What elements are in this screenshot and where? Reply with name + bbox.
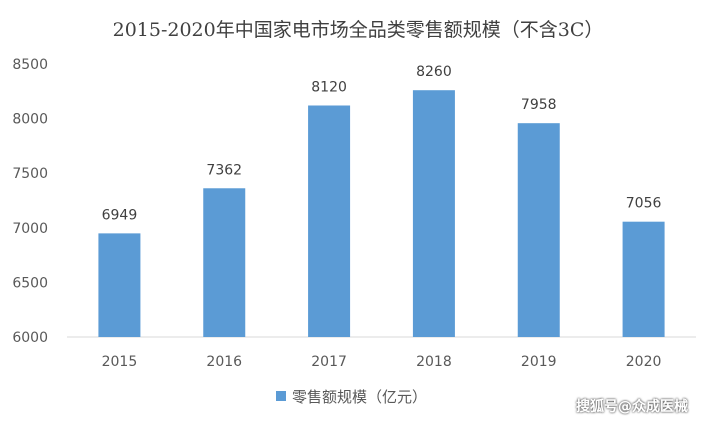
bar-2018 xyxy=(412,90,455,337)
y-tick-label: 6500 xyxy=(12,275,48,291)
x-tick-label: 2017 xyxy=(311,354,347,370)
legend: 零售额规模（亿元） xyxy=(276,388,427,406)
bar-2019 xyxy=(517,123,560,337)
x-tick-label: 2018 xyxy=(416,354,452,370)
data-label-2017: 8120 xyxy=(311,79,347,95)
bar-2020 xyxy=(622,221,665,337)
x-tick-label: 2015 xyxy=(102,354,138,370)
y-tick-label: 6000 xyxy=(12,330,48,346)
bars: 6949 7362 8120 8260 7958 7056 xyxy=(98,64,665,337)
legend-label: 零售额规模（亿元） xyxy=(292,388,427,406)
y-tick-label: 8500 xyxy=(12,57,48,73)
y-tick-label: 8000 xyxy=(12,112,48,128)
x-tick-label: 2020 xyxy=(626,354,662,370)
x-axis: 2015 2016 2017 2018 2019 2020 xyxy=(102,354,662,370)
legend-swatch xyxy=(276,391,286,401)
x-tick-label: 2016 xyxy=(206,354,242,370)
y-axis: 6000 6500 7000 7500 8000 8500 xyxy=(12,57,48,346)
y-tick-label: 7000 xyxy=(12,221,48,237)
chart-title: 2015-2020年中国家电市场全品类零售额规模（不含3C） xyxy=(113,19,604,41)
bar-2017 xyxy=(308,105,351,337)
data-label-2015: 6949 xyxy=(102,207,138,223)
bar-2016 xyxy=(203,188,246,337)
data-label-2019: 7958 xyxy=(521,97,557,113)
watermark: 搜狐号@众成医械 xyxy=(576,399,688,415)
data-label-2016: 7362 xyxy=(206,162,242,178)
bar-2015 xyxy=(98,233,141,337)
x-tick-label: 2019 xyxy=(521,354,557,370)
data-label-2020: 7056 xyxy=(626,196,662,212)
y-tick-label: 7500 xyxy=(12,166,48,182)
data-label-2018: 8260 xyxy=(416,64,452,80)
